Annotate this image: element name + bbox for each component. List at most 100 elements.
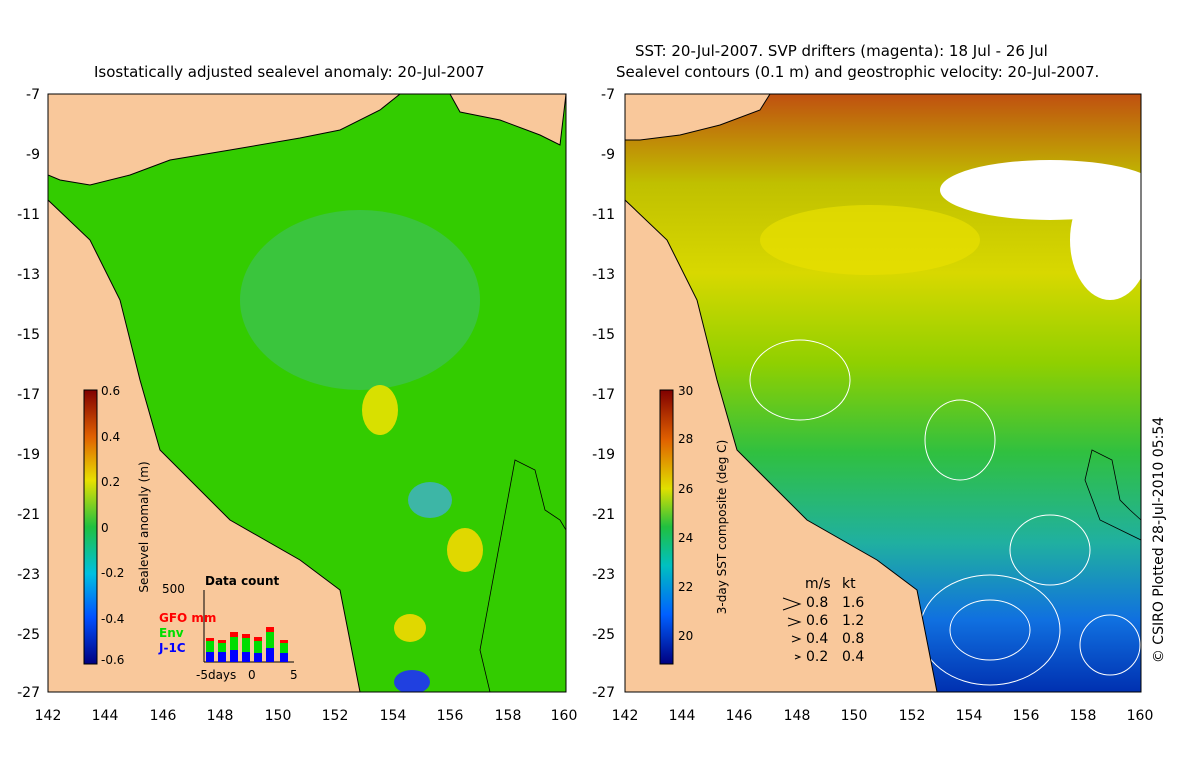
left-anomaly-blob — [394, 670, 430, 692]
left-reef-outline — [479, 459, 566, 692]
data-count-bar — [280, 653, 288, 662]
right-map-area — [625, 94, 1141, 692]
left-map-frame — [47, 93, 567, 693]
left-y-tick: -21 — [17, 507, 40, 523]
left-x-axis: 142 144 146 148 150 152 154 156 158 160 — [35, 708, 578, 724]
right-colorbar-tick: 28 — [678, 432, 693, 446]
right-x-tick: 160 — [1127, 708, 1154, 724]
velocity-row-ms: 0.6 — [806, 613, 828, 629]
right-x-tick: 146 — [726, 708, 753, 724]
left-y-tick: -17 — [17, 387, 40, 403]
left-y-tick: -13 — [17, 267, 40, 283]
right-cloud-mask — [1070, 180, 1141, 300]
data-count-bar — [206, 652, 214, 662]
right-colorbar-ticks: 30 28 26 24 22 20 — [678, 384, 693, 643]
right-x-tick: 158 — [1070, 708, 1097, 724]
right-y-tick: -19 — [592, 447, 615, 463]
right-x-tick: 144 — [669, 708, 696, 724]
left-y-tick: -19 — [17, 447, 40, 463]
left-y-tick: -15 — [17, 327, 40, 343]
left-colorbar-tick: -0.4 — [101, 612, 124, 626]
data-count-bar — [242, 634, 250, 638]
data-count-xlabel: 0 — [248, 668, 256, 682]
left-y-tick: -9 — [26, 147, 40, 163]
left-colorbar-tick: 0.2 — [101, 475, 120, 489]
right-y-tick: -23 — [592, 567, 615, 583]
left-x-tick: 146 — [150, 708, 177, 724]
right-y-tick: -27 — [592, 685, 615, 701]
left-anomaly-blob — [408, 482, 452, 518]
right-y-tick: -13 — [592, 267, 615, 283]
left-colorbar-tick: 0 — [101, 521, 109, 535]
data-count-bar — [230, 650, 238, 662]
right-colorbar — [659, 389, 674, 665]
left-anomaly-blob — [240, 210, 480, 390]
legend-env: Env — [159, 626, 184, 640]
velocity-legend: m/s kt 0.8 1.6 0.6 1.2 0.4 0.8 0.2 0.4 — [782, 576, 864, 665]
right-y-tick: -17 — [592, 387, 615, 403]
velocity-row-ms: 0.8 — [806, 595, 828, 611]
right-sealevel-contour — [1009, 514, 1091, 586]
left-map-title: Isostatically adjusted sealevel anomaly:… — [94, 63, 485, 81]
data-count-bar — [218, 652, 226, 662]
left-land-islands — [449, 94, 566, 146]
right-y-tick: -21 — [592, 507, 615, 523]
velocity-header-kt: kt — [842, 576, 856, 592]
data-count-bar — [218, 640, 226, 643]
left-colorbar-tick: -0.6 — [101, 653, 124, 667]
right-y-tick: -9 — [601, 147, 615, 163]
left-y-tick: -23 — [17, 567, 40, 583]
right-x-tick: 152 — [899, 708, 926, 724]
left-colorbar-tick: 0.4 — [101, 430, 120, 444]
data-count-title: Data count — [205, 574, 280, 588]
velocity-arrow-icon — [787, 617, 802, 627]
right-sealevel-contour — [1079, 614, 1141, 676]
velocity-row-ms: 0.2 — [806, 649, 828, 665]
right-x-tick: 148 — [784, 708, 811, 724]
right-y-tick: -15 — [592, 327, 615, 343]
right-land-australia — [625, 94, 938, 692]
right-colorbar-tick: 26 — [678, 482, 693, 496]
right-sealevel-contour — [924, 399, 996, 481]
left-y-tick: -7 — [26, 87, 40, 103]
left-anomaly-blob — [362, 385, 398, 435]
left-anomaly-blob — [394, 614, 426, 642]
right-colorbar-tick: 24 — [678, 531, 693, 545]
right-y-tick: -25 — [592, 627, 615, 643]
velocity-arrow-icon — [794, 654, 802, 660]
data-count-bar — [266, 627, 274, 632]
right-colorbar-tick: 22 — [678, 580, 693, 594]
velocity-arrow-icon — [791, 635, 802, 643]
left-x-tick: 160 — [551, 708, 578, 724]
left-x-tick: 156 — [437, 708, 464, 724]
left-y-tick: -11 — [17, 207, 40, 223]
right-map-frame — [624, 93, 1142, 693]
right-reef-outline — [1084, 449, 1141, 541]
right-land-new-guinea — [625, 94, 771, 141]
data-count-bar — [230, 632, 238, 637]
velocity-row-kt: 1.2 — [842, 613, 864, 629]
right-sealevel-contour — [749, 339, 851, 421]
right-colorbar-tick: 20 — [678, 629, 693, 643]
left-x-tick: 152 — [322, 708, 349, 724]
velocity-row-kt: 0.8 — [842, 631, 864, 647]
data-count-bar — [206, 638, 214, 641]
right-y-tick: -7 — [601, 87, 615, 103]
data-count-bar — [242, 652, 250, 662]
right-warm-band — [760, 205, 980, 275]
left-y-axis: -7 -9 -11 -13 -15 -17 -19 -21 -23 -25 -2… — [17, 87, 40, 701]
velocity-row-kt: 1.6 — [842, 595, 864, 611]
right-x-tick: 142 — [612, 708, 639, 724]
left-y-tick: -27 — [17, 685, 40, 701]
right-x-tick: 154 — [956, 708, 983, 724]
left-x-tick: 154 — [380, 708, 407, 724]
data-count-bar — [242, 638, 250, 652]
data-count-bar — [218, 643, 226, 652]
velocity-row-ms: 0.4 — [806, 631, 828, 647]
right-x-axis: 142 144 146 148 150 152 154 156 158 160 — [612, 708, 1154, 724]
right-sealevel-contour — [949, 599, 1031, 661]
data-count-bar — [254, 653, 262, 662]
left-y-tick: -25 — [17, 627, 40, 643]
data-count-bar — [230, 637, 238, 650]
left-colorbar — [83, 389, 98, 665]
